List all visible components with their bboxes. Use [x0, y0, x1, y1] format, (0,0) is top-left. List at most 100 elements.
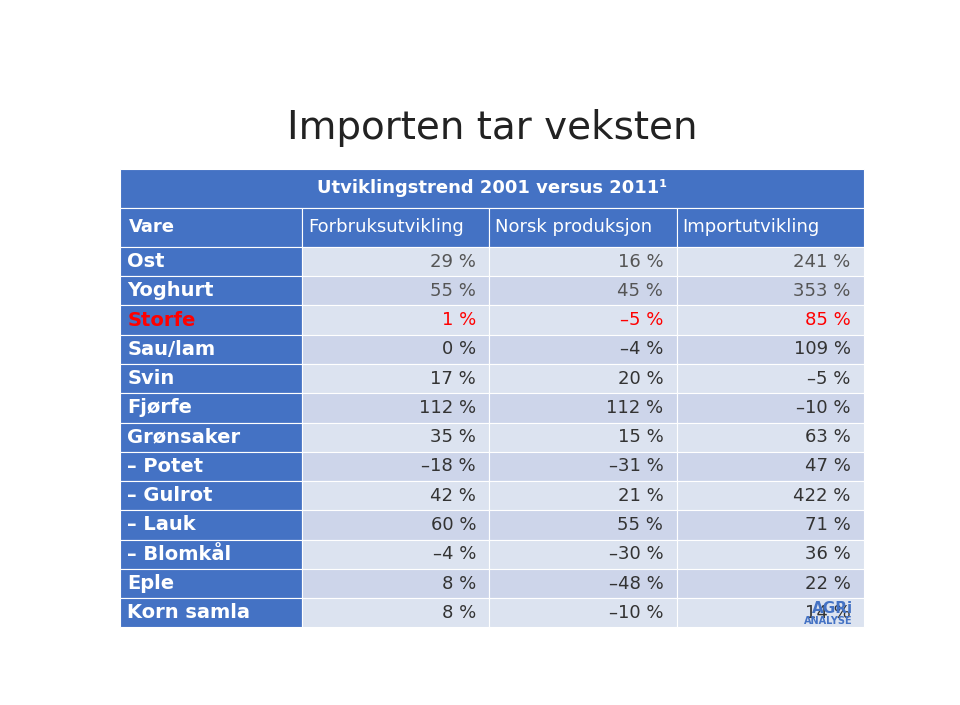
Text: Svin: Svin: [128, 369, 175, 388]
Text: – Potet: – Potet: [128, 457, 204, 476]
Text: Norsk produksjon: Norsk produksjon: [495, 219, 653, 236]
Bar: [302, 598, 490, 627]
Bar: [120, 305, 302, 335]
Text: 29 %: 29 %: [430, 252, 476, 271]
Text: – Blomkål: – Blomkål: [128, 545, 231, 564]
Text: 21 %: 21 %: [617, 486, 663, 505]
Text: –5 %: –5 %: [807, 369, 851, 388]
Bar: [302, 305, 490, 335]
Bar: [120, 168, 864, 208]
Text: AGRi: AGRi: [812, 601, 852, 615]
Text: Forbruksutvikling: Forbruksutvikling: [308, 219, 464, 236]
Text: 45 %: 45 %: [617, 282, 663, 300]
Text: –30 %: –30 %: [609, 545, 663, 563]
Bar: [302, 452, 490, 481]
Bar: [490, 539, 677, 569]
Bar: [302, 276, 490, 305]
Text: 353 %: 353 %: [793, 282, 851, 300]
Text: Utviklingstrend 2001 versus 2011¹: Utviklingstrend 2001 versus 2011¹: [317, 179, 667, 197]
Bar: [490, 305, 677, 335]
Bar: [120, 539, 302, 569]
Text: 14 %: 14 %: [804, 603, 851, 622]
Bar: [490, 510, 677, 539]
Text: 22 %: 22 %: [804, 575, 851, 592]
Text: Korn samla: Korn samla: [128, 603, 251, 623]
Bar: [120, 208, 302, 247]
Bar: [302, 393, 490, 422]
Text: 0 %: 0 %: [442, 341, 476, 358]
Bar: [302, 247, 490, 276]
Bar: [120, 481, 302, 510]
Bar: [677, 539, 864, 569]
Text: 17 %: 17 %: [430, 369, 476, 388]
Text: 60 %: 60 %: [430, 516, 476, 534]
Text: –10 %: –10 %: [796, 399, 851, 417]
Bar: [302, 481, 490, 510]
Text: 20 %: 20 %: [617, 369, 663, 388]
Text: 85 %: 85 %: [804, 311, 851, 329]
Text: 71 %: 71 %: [804, 516, 851, 534]
Bar: [677, 510, 864, 539]
Text: –31 %: –31 %: [609, 458, 663, 475]
Bar: [490, 481, 677, 510]
Bar: [677, 276, 864, 305]
Text: –4 %: –4 %: [433, 545, 476, 563]
Text: 241 %: 241 %: [793, 252, 851, 271]
Text: 112 %: 112 %: [419, 399, 476, 417]
Bar: [302, 335, 490, 364]
Text: –10 %: –10 %: [609, 603, 663, 622]
Bar: [120, 569, 302, 598]
Bar: [677, 452, 864, 481]
Text: 63 %: 63 %: [804, 428, 851, 446]
Text: 1 %: 1 %: [442, 311, 476, 329]
Bar: [120, 598, 302, 627]
Bar: [490, 569, 677, 598]
Text: – Lauk: – Lauk: [128, 515, 196, 534]
Bar: [302, 539, 490, 569]
Text: Grønsaker: Grønsaker: [128, 428, 241, 447]
Text: Importen tar veksten: Importen tar veksten: [287, 109, 697, 147]
Text: 42 %: 42 %: [430, 486, 476, 505]
Text: –4 %: –4 %: [620, 341, 663, 358]
Text: 47 %: 47 %: [804, 458, 851, 475]
Bar: [677, 208, 864, 247]
Bar: [490, 598, 677, 627]
Text: Eple: Eple: [128, 574, 175, 593]
Bar: [490, 276, 677, 305]
Text: 15 %: 15 %: [617, 428, 663, 446]
Bar: [490, 393, 677, 422]
Bar: [302, 364, 490, 393]
Bar: [120, 364, 302, 393]
Text: –48 %: –48 %: [609, 575, 663, 592]
Text: –18 %: –18 %: [421, 458, 476, 475]
Bar: [120, 452, 302, 481]
Text: ANALYSE: ANALYSE: [804, 616, 852, 626]
Text: 109 %: 109 %: [794, 341, 851, 358]
Bar: [677, 335, 864, 364]
Bar: [677, 422, 864, 452]
Bar: [677, 247, 864, 276]
Bar: [677, 481, 864, 510]
Bar: [120, 510, 302, 539]
Bar: [120, 393, 302, 422]
Bar: [302, 208, 490, 247]
Text: Storfe: Storfe: [128, 311, 196, 330]
Bar: [120, 422, 302, 452]
Text: –5 %: –5 %: [620, 311, 663, 329]
Text: Sau/lam: Sau/lam: [128, 340, 216, 359]
Text: 422 %: 422 %: [793, 486, 851, 505]
Bar: [490, 208, 677, 247]
Bar: [677, 598, 864, 627]
Text: 8 %: 8 %: [442, 575, 476, 592]
Bar: [677, 305, 864, 335]
Bar: [490, 422, 677, 452]
Bar: [302, 422, 490, 452]
Bar: [490, 364, 677, 393]
Bar: [490, 452, 677, 481]
Text: 35 %: 35 %: [430, 428, 476, 446]
Bar: [677, 393, 864, 422]
Text: 112 %: 112 %: [606, 399, 663, 417]
Bar: [302, 510, 490, 539]
Text: Ost: Ost: [128, 252, 165, 271]
Bar: [490, 247, 677, 276]
